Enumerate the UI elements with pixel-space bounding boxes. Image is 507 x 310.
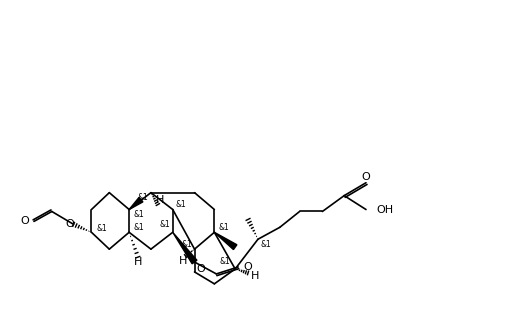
Text: H: H: [178, 256, 187, 266]
Text: &1: &1: [134, 223, 144, 232]
Text: &1: &1: [219, 223, 230, 232]
Polygon shape: [129, 197, 143, 210]
Text: &1: &1: [181, 240, 192, 249]
Text: &1: &1: [134, 210, 144, 219]
Polygon shape: [173, 232, 197, 264]
Text: O: O: [65, 219, 74, 229]
Text: &1: &1: [220, 257, 231, 266]
Text: O: O: [20, 216, 29, 226]
Text: O: O: [243, 262, 252, 272]
Text: &1: &1: [96, 224, 107, 233]
Text: OH: OH: [376, 205, 393, 215]
Text: &1: &1: [261, 240, 271, 249]
Text: H: H: [251, 271, 259, 281]
Text: H: H: [134, 257, 142, 267]
Text: O: O: [197, 264, 205, 274]
Text: &1: &1: [175, 200, 186, 209]
Text: O: O: [361, 172, 370, 182]
Text: &1: &1: [159, 220, 170, 229]
Polygon shape: [214, 232, 237, 250]
Text: &1: &1: [137, 193, 149, 202]
Text: H: H: [156, 195, 164, 205]
